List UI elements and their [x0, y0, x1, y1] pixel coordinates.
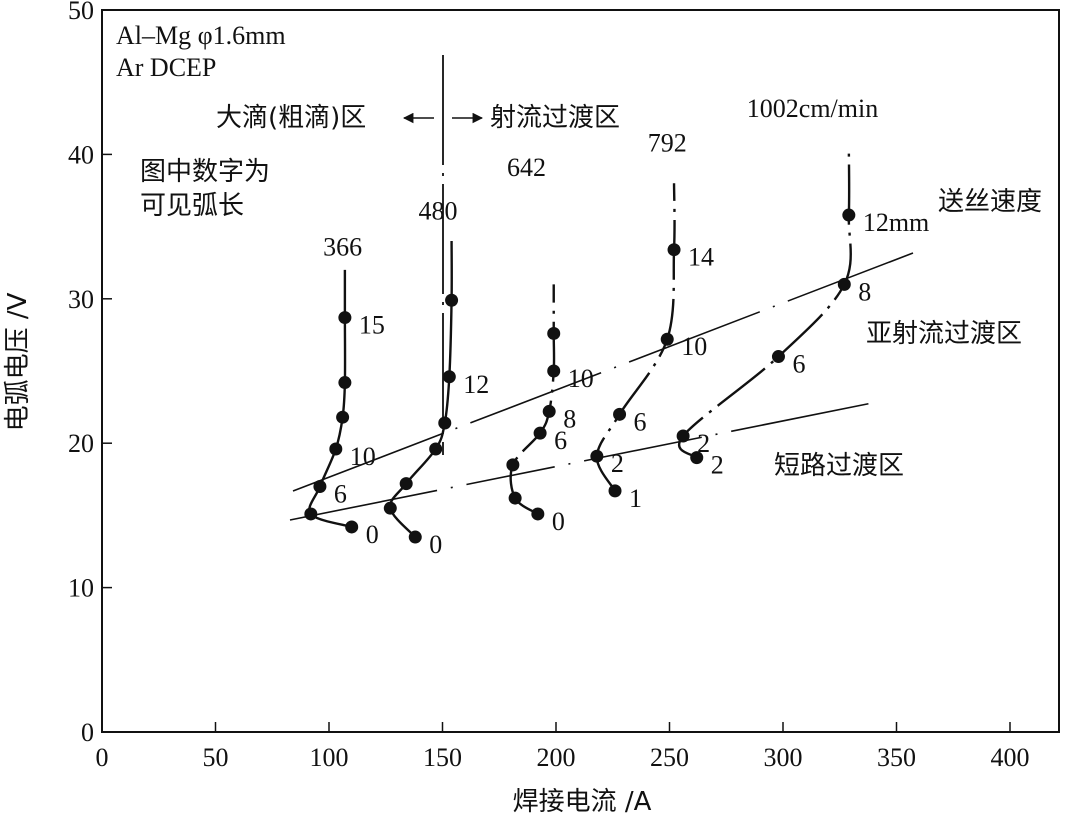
wire-feed-label: 送丝速度 — [938, 187, 1042, 217]
plot-frame — [101, 9, 1060, 733]
y-tick-label: 50 — [68, 0, 94, 25]
arc-length-label: 6 — [334, 480, 347, 509]
data-point — [613, 407, 627, 421]
series-label: 792 — [648, 129, 687, 158]
arc-length-label: 6 — [634, 407, 647, 436]
data-point — [547, 326, 561, 340]
data-point — [345, 520, 359, 534]
data-point — [445, 293, 459, 307]
data-point — [542, 404, 556, 418]
arc-length-label: 8 — [563, 404, 576, 433]
data-point — [313, 480, 327, 494]
lower-transition-line — [289, 400, 883, 521]
x-tick-label: 50 — [203, 743, 229, 772]
material-info: Al–Mg φ1.6mm — [116, 21, 286, 50]
x-tick-label: 400 — [991, 743, 1030, 772]
data-point — [690, 451, 704, 465]
data-point — [660, 332, 674, 346]
arc-length-label: 0 — [552, 507, 565, 536]
subspray-region-label: 亚射流过渡区 — [866, 319, 1022, 349]
note-line-1: 图中数字为 — [140, 157, 270, 187]
x-axis-label: 焊接电流 /A — [513, 787, 652, 817]
arc-length-label: 6 — [554, 426, 567, 455]
data-point — [608, 484, 622, 498]
arc-length-label: 6 — [792, 350, 805, 379]
arc-length-label: 0 — [366, 520, 379, 549]
arc-length-label: 15 — [359, 311, 385, 340]
data-point — [842, 208, 856, 222]
short-circuit-region-label: 短路过渡区 — [774, 451, 904, 481]
data-point — [508, 491, 522, 505]
data-point — [506, 458, 520, 472]
data-point — [837, 277, 851, 291]
series-label: 1002cm/min — [747, 94, 878, 123]
x-tick-label: 350 — [877, 743, 916, 772]
y-tick-label: 30 — [68, 285, 94, 314]
y-tick-label: 0 — [81, 718, 94, 747]
data-point — [338, 311, 352, 325]
arc-length-label: 10 — [681, 332, 707, 361]
wire-feed-curves — [308, 147, 852, 538]
data-point — [329, 442, 343, 456]
arc-length-label: 2 — [697, 429, 710, 458]
data-point — [531, 507, 545, 521]
arc-length-label: 12 — [463, 370, 489, 399]
data-point — [590, 449, 604, 463]
x-tick-label: 200 — [537, 743, 576, 772]
y-tick-label: 20 — [68, 429, 94, 458]
arc-length-label: 0 — [429, 530, 442, 559]
arc-length-label: 2 — [611, 449, 624, 478]
data-point — [771, 350, 785, 364]
y-tick-label: 40 — [68, 140, 94, 169]
globular-region-label: 大滴(粗滴)区 — [216, 103, 366, 133]
data-point — [676, 429, 690, 443]
series-label: 366 — [323, 232, 362, 261]
x-tick-label: 100 — [310, 743, 349, 772]
arc-length-label: 10 — [568, 364, 594, 393]
arc-length-label: 1 — [629, 484, 642, 513]
data-point — [438, 416, 452, 430]
upper-transition-line — [292, 252, 914, 492]
data-point — [547, 364, 561, 378]
data-points — [304, 208, 856, 544]
note-line-2: 可见弧长 — [140, 191, 244, 221]
arc-length-label: 10 — [350, 442, 376, 471]
data-point — [336, 410, 350, 424]
data-point — [338, 376, 352, 390]
data-point — [533, 426, 547, 440]
arc-length-label: 12mm — [863, 208, 929, 237]
spray-region-label: 射流过渡区 — [490, 103, 620, 133]
data-point — [667, 243, 681, 257]
x-tick-label: 300 — [764, 743, 803, 772]
data-point — [429, 442, 443, 456]
data-point — [383, 501, 397, 515]
data-point — [442, 370, 456, 384]
data-point — [408, 530, 422, 544]
data-point — [304, 507, 318, 521]
arc-length-label: 14 — [688, 243, 714, 272]
series-label: 642 — [507, 153, 546, 182]
y-axis-label: 电弧电压 /V — [3, 292, 33, 431]
series-label: 480 — [418, 196, 457, 225]
y-tick-label: 10 — [68, 574, 94, 603]
series-labels: 366 480 642 792 1002cm/min — [323, 94, 878, 262]
data-point — [399, 477, 413, 491]
arc-length-label: 2 — [711, 451, 724, 480]
axis-ticks — [102, 153, 1011, 732]
shielding-info: Ar DCEP — [116, 53, 216, 82]
curve-series-4 — [677, 147, 852, 459]
x-tick-label: 150 — [423, 743, 462, 772]
arc-length-label: 8 — [858, 277, 871, 306]
x-tick-label: 250 — [650, 743, 689, 772]
x-tick-label: 0 — [96, 743, 109, 772]
